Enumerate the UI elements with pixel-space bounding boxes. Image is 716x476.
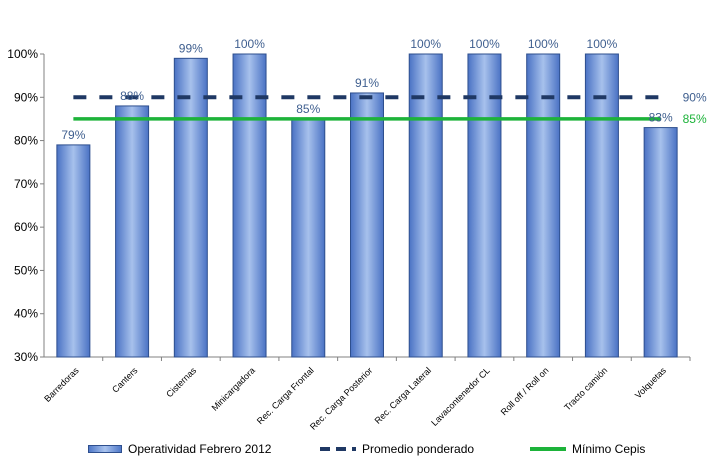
x-tick-label: Tracto camión — [562, 365, 609, 412]
bar — [291, 118, 326, 358]
y-tick-label: 90% — [14, 90, 38, 104]
legend-item-bars: Operatividad Febrero 2012 — [88, 442, 271, 456]
y-tick-label: 30% — [14, 350, 38, 364]
x-tick-label: Rec. Carga Lateral — [373, 365, 433, 425]
bar — [56, 144, 91, 358]
legend-label-minimum: Mínimo Cepis — [572, 442, 646, 456]
data-label: 100% — [234, 37, 265, 51]
legend-label-average: Promedio ponderado — [362, 442, 475, 456]
x-tick-label: Cisternas — [164, 365, 198, 399]
data-label: 99% — [179, 41, 203, 55]
data-label: 79% — [61, 128, 85, 142]
bar — [173, 57, 208, 358]
data-label: 100% — [587, 37, 618, 51]
legend-swatch-bars — [88, 445, 122, 453]
data-label: 91% — [355, 76, 379, 90]
data-label: 100% — [528, 37, 559, 51]
legend-label-bars: Operatividad Febrero 2012 — [128, 442, 272, 456]
average-line-label: 90% — [683, 90, 707, 104]
y-tick-label: 80% — [14, 134, 38, 148]
y-tick-label: 100% — [7, 47, 38, 61]
bar — [408, 53, 443, 358]
x-tick-label: Barredoras — [42, 365, 81, 404]
x-tick-label: Canters — [110, 365, 140, 395]
x-tick-label: Volquetas — [633, 365, 668, 400]
minimum-line-label: 85% — [683, 112, 707, 126]
legend-item-minimum: Mínimo Cepis — [530, 442, 645, 456]
bar — [350, 92, 384, 358]
y-tick-label: 70% — [14, 177, 38, 191]
bar — [584, 53, 619, 358]
x-tick-label: Rec. Carga Frontal — [255, 365, 316, 426]
x-tick-label: Roll off / Roll on — [499, 365, 551, 417]
legend-swatch-average — [320, 447, 356, 451]
data-label: 83% — [649, 111, 673, 125]
bar-chart: 30% 40% 50% 60% 70% 80% 90% 100% 90% 85% 79% 88% 9… — [7, 37, 707, 432]
data-label: 100% — [469, 37, 500, 51]
data-label: 88% — [120, 89, 144, 103]
bar — [467, 53, 502, 358]
y-tick-label: 40% — [14, 307, 38, 321]
data-label: 100% — [410, 37, 441, 51]
bar — [115, 105, 150, 358]
data-label: 85% — [296, 102, 320, 116]
legend-swatch-minimum — [530, 447, 566, 451]
bar — [643, 127, 678, 358]
bar — [526, 53, 561, 358]
bar — [232, 53, 267, 358]
y-tick-label: 60% — [14, 220, 38, 234]
legend: Operatividad Febrero 2012 Promedio ponde… — [0, 442, 716, 462]
x-tick-label: Minicargadora — [210, 365, 257, 412]
y-tick-label: 50% — [14, 263, 38, 277]
x-tick-label: Lavacontenedor CL — [429, 365, 492, 428]
x-tick-label: Rec. Carga Posterior — [308, 365, 375, 432]
legend-item-average: Promedio ponderado — [320, 442, 474, 456]
